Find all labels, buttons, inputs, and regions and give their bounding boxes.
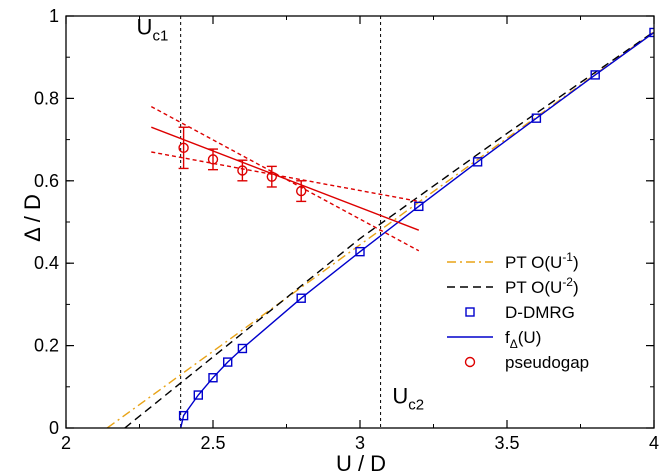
series-layer: [106, 16, 654, 428]
x-axis-label: U / D: [336, 451, 386, 473]
x-tick-label-4: 4: [649, 433, 659, 453]
dmrg-point-1: [193, 390, 204, 400]
y-tick-label-0: 0: [49, 418, 59, 438]
axes: Uc1 Uc2 2 2.5 3 3.5 4 0 0.2 0.4 0.6 0.8 1: [34, 6, 659, 453]
y-tick-label-5: 1: [49, 6, 59, 26]
legend-label-fit: fΔ(U): [505, 328, 541, 351]
x-tick-label-2: 3: [355, 433, 365, 453]
dmrg-point-9: [531, 113, 542, 123]
y-tick-label-1: 0.2: [34, 336, 59, 356]
critical-label-2: Uc2: [392, 383, 424, 413]
dmrg-point-10: [590, 70, 600, 80]
x-tick-label-0: 2: [61, 433, 71, 453]
series-line-5: [151, 126, 420, 231]
critical-label-1: Uc1: [137, 15, 169, 45]
dmrg-point-7: [414, 201, 424, 212]
y-axis-label: Δ / D: [20, 194, 45, 242]
legend-label-pt2: PT O(U-2): [505, 275, 579, 297]
legend-swatch-dmrg: [465, 307, 475, 317]
dmrg-point-8: [472, 157, 483, 167]
pseudogap-point-3: [266, 171, 277, 182]
dmrg-point-2: [208, 373, 218, 383]
legend-label-pg: pseudogap: [505, 353, 589, 372]
dmrg-point-4: [237, 343, 248, 354]
series-line-7: [150, 105, 420, 252]
series-line-1: [124, 31, 654, 428]
pseudogap-point-4: [296, 185, 307, 197]
y-tick-label-4: 0.8: [34, 88, 59, 108]
legend: PT O(U-1) PT O(U-2) D-DMRG fΔ(U) pseudogap: [447, 250, 589, 372]
dmrg-point-3: [222, 357, 233, 367]
y-tick-label-3: 0.6: [34, 171, 59, 191]
series-line-6: [151, 151, 419, 203]
pseudogap-point-2: [237, 165, 248, 176]
dmrg-point-5: [296, 293, 306, 303]
dmrg-point-0: [178, 410, 189, 421]
series-line-3: [180, 31, 654, 428]
x-tick-label-1: 2.5: [200, 433, 225, 453]
y-tick-label-2: 0.4: [34, 253, 59, 273]
dmrg-point-11: [649, 27, 654, 38]
legend-label-pt1: PT O(U-1): [505, 250, 579, 272]
legend-swatch-pg: [464, 356, 476, 368]
legend-label-dmrg: D-DMRG: [505, 303, 575, 322]
dmrg-point-6: [355, 246, 365, 257]
pseudogap-point-1: [207, 154, 219, 165]
pseudogap-point-0: [178, 142, 189, 154]
x-tick-label-3: 3.5: [494, 433, 519, 453]
